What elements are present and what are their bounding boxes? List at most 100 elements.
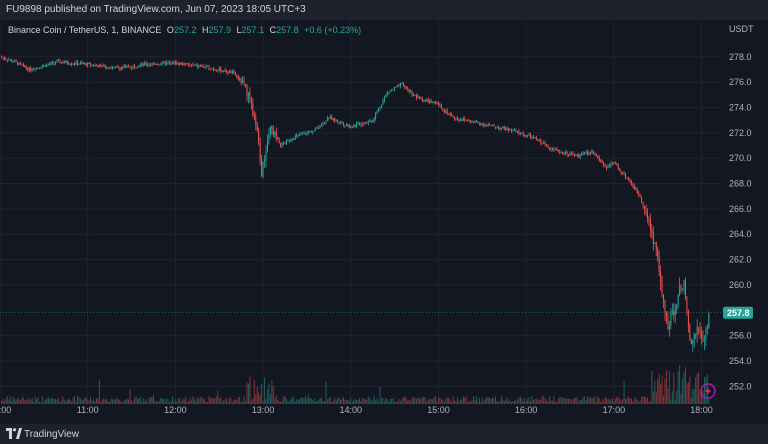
candle-body[interactable] <box>113 66 115 68</box>
candle-body[interactable] <box>239 78 241 80</box>
candle-body[interactable] <box>103 65 105 67</box>
candle-body[interactable] <box>87 63 89 66</box>
candle-body[interactable] <box>306 132 308 135</box>
candle-body[interactable] <box>5 58 7 60</box>
candle-body[interactable] <box>449 114 451 116</box>
candle-body[interactable] <box>530 134 532 138</box>
candle-body[interactable] <box>617 165 619 168</box>
candle-body[interactable] <box>607 165 609 169</box>
candle-body[interactable] <box>147 64 149 66</box>
candle-body[interactable] <box>698 327 700 330</box>
candle-body[interactable] <box>250 100 252 104</box>
candle-body[interactable] <box>161 62 163 65</box>
candle-body[interactable] <box>467 120 469 122</box>
candle-body[interactable] <box>215 69 217 71</box>
candle-body[interactable] <box>606 166 608 169</box>
candle-body[interactable] <box>572 153 574 155</box>
candle-body[interactable] <box>340 121 342 123</box>
candle-body[interactable] <box>573 154 575 156</box>
candle-body[interactable] <box>94 65 96 67</box>
candle-body[interactable] <box>578 155 580 157</box>
candle-body[interactable] <box>633 186 635 189</box>
candle-body[interactable] <box>492 124 494 126</box>
candle-body[interactable] <box>636 188 638 193</box>
candle-body[interactable] <box>587 151 589 155</box>
candle-body[interactable] <box>399 83 401 87</box>
candle-body[interactable] <box>497 127 499 129</box>
candle-body[interactable] <box>435 101 437 104</box>
candle-body[interactable] <box>109 67 111 69</box>
candle-body[interactable] <box>363 123 365 125</box>
candle-body[interactable] <box>502 126 504 128</box>
candle-body[interactable] <box>198 65 200 67</box>
candle-body[interactable] <box>211 68 213 70</box>
candle-body[interactable] <box>484 125 486 127</box>
candle-body[interactable] <box>464 118 466 120</box>
candle-body[interactable] <box>648 218 650 220</box>
candle-body[interactable] <box>174 62 176 65</box>
candle-body[interactable] <box>475 121 477 123</box>
candle-body[interactable] <box>408 89 410 93</box>
candle-body[interactable] <box>568 154 570 156</box>
candle-body[interactable] <box>160 64 162 66</box>
candle-body[interactable] <box>182 63 184 66</box>
candle-body[interactable] <box>689 325 691 340</box>
candle-body[interactable] <box>682 289 684 291</box>
candle-body[interactable] <box>360 123 362 126</box>
candle-body[interactable] <box>19 62 21 64</box>
alert-icon[interactable] <box>700 383 716 399</box>
candle-body[interactable] <box>473 121 475 123</box>
candle-body[interactable] <box>458 119 460 121</box>
candle-body[interactable] <box>326 117 328 122</box>
candle-body[interactable] <box>221 71 223 73</box>
candle-body[interactable] <box>416 95 418 98</box>
candle-body[interactable] <box>680 286 682 291</box>
candle-body[interactable] <box>233 71 235 73</box>
candle-body[interactable] <box>556 149 558 151</box>
candle-body[interactable] <box>236 75 238 77</box>
candle-body[interactable] <box>427 99 429 103</box>
candle-body[interactable] <box>665 312 667 316</box>
candle-body[interactable] <box>310 131 312 133</box>
candle-body[interactable] <box>445 110 447 112</box>
candle-body[interactable] <box>316 127 318 129</box>
candle-body[interactable] <box>88 63 90 65</box>
candle-body[interactable] <box>212 68 214 70</box>
candle-body[interactable] <box>65 61 67 63</box>
candle-body[interactable] <box>247 93 249 97</box>
candle-body[interactable] <box>622 172 624 174</box>
candle-body[interactable] <box>40 67 42 69</box>
candle-body[interactable] <box>608 165 610 167</box>
candle-body[interactable] <box>291 139 293 141</box>
candle-body[interactable] <box>151 64 153 66</box>
candle-body[interactable] <box>489 124 491 126</box>
candle-body[interactable] <box>106 67 108 69</box>
candle-body[interactable] <box>684 280 686 298</box>
candle-body[interactable] <box>591 151 593 154</box>
candle-body[interactable] <box>538 140 540 142</box>
candle-body[interactable] <box>33 69 35 71</box>
candle-body[interactable] <box>686 297 688 311</box>
candle-body[interactable] <box>534 137 536 139</box>
candle-body[interactable] <box>506 128 508 131</box>
candle-body[interactable] <box>676 304 678 311</box>
candle-body[interactable] <box>541 143 543 145</box>
candle-body[interactable] <box>424 100 426 102</box>
candle-body[interactable] <box>626 177 628 179</box>
candle-body[interactable] <box>297 134 299 136</box>
candle-body[interactable] <box>651 228 653 233</box>
candle-body[interactable] <box>392 89 394 91</box>
candle-body[interactable] <box>27 68 29 71</box>
candle-body[interactable] <box>91 64 93 66</box>
candle-body[interactable] <box>71 64 73 66</box>
candle-body[interactable] <box>432 101 434 103</box>
candle-body[interactable] <box>3 57 5 59</box>
candle-body[interactable] <box>98 64 100 67</box>
candle-body[interactable] <box>43 65 45 67</box>
candle-body[interactable] <box>258 130 260 143</box>
candle-body[interactable] <box>281 143 283 147</box>
candle-body[interactable] <box>486 124 488 126</box>
candle-body[interactable] <box>513 130 515 132</box>
candle-body[interactable] <box>667 315 669 330</box>
candle-body[interactable] <box>452 115 454 117</box>
